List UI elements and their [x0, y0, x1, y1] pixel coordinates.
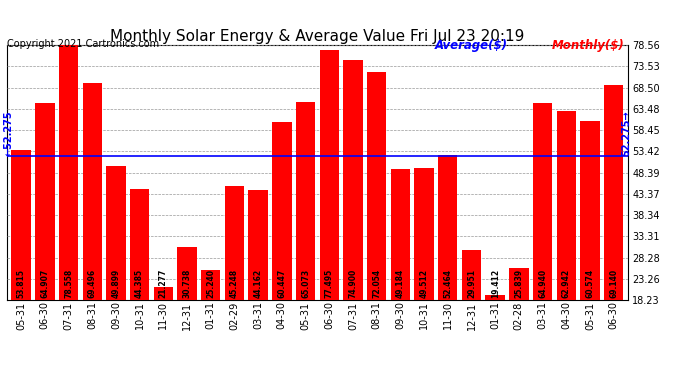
- Bar: [272, 122, 292, 300]
- Bar: [12, 150, 31, 300]
- Text: 64.940: 64.940: [538, 269, 547, 298]
- Text: 53.815: 53.815: [17, 269, 26, 298]
- Bar: [438, 155, 457, 300]
- Text: 49.512: 49.512: [420, 269, 428, 298]
- Bar: [201, 270, 221, 300]
- Bar: [319, 50, 339, 300]
- Text: 44.162: 44.162: [254, 269, 263, 298]
- Text: 49.184: 49.184: [396, 268, 405, 298]
- Bar: [533, 103, 552, 300]
- Bar: [486, 295, 505, 300]
- Bar: [343, 60, 363, 300]
- Text: 60.447: 60.447: [277, 268, 286, 298]
- Text: Monthly($): Monthly($): [552, 39, 624, 53]
- Bar: [604, 85, 623, 300]
- Bar: [414, 168, 434, 300]
- Bar: [130, 189, 149, 300]
- Text: 64.907: 64.907: [40, 268, 49, 298]
- Text: 69.496: 69.496: [88, 269, 97, 298]
- Bar: [83, 83, 102, 300]
- Text: ←52.275: ←52.275: [3, 111, 13, 156]
- Bar: [154, 287, 173, 300]
- Bar: [580, 121, 600, 300]
- Text: 72.054: 72.054: [372, 269, 381, 298]
- Text: 62.942: 62.942: [562, 269, 571, 298]
- Text: 25.240: 25.240: [206, 269, 215, 298]
- Bar: [557, 111, 576, 300]
- Bar: [106, 166, 126, 300]
- Text: 52.464: 52.464: [443, 269, 452, 298]
- Text: 78.558: 78.558: [64, 268, 73, 298]
- Text: 52.275→: 52.275→: [622, 111, 632, 156]
- Bar: [367, 72, 386, 300]
- Text: 44.385: 44.385: [135, 269, 144, 298]
- Text: 29.951: 29.951: [467, 269, 476, 298]
- Text: 25.839: 25.839: [514, 269, 524, 298]
- Bar: [509, 268, 529, 300]
- Text: 60.574: 60.574: [586, 269, 595, 298]
- Text: Copyright 2021 Cartronics.com: Copyright 2021 Cartronics.com: [7, 39, 159, 50]
- Bar: [35, 103, 55, 300]
- Bar: [225, 186, 244, 300]
- Text: 45.248: 45.248: [230, 269, 239, 298]
- Bar: [248, 190, 268, 300]
- Text: 30.738: 30.738: [183, 268, 192, 298]
- Text: 77.495: 77.495: [325, 268, 334, 298]
- Bar: [462, 251, 481, 300]
- Bar: [177, 247, 197, 300]
- Text: 19.412: 19.412: [491, 269, 500, 298]
- Text: 21.277: 21.277: [159, 268, 168, 298]
- Text: Average($): Average($): [435, 39, 508, 53]
- Title: Monthly Solar Energy & Average Value Fri Jul 23 20:19: Monthly Solar Energy & Average Value Fri…: [110, 29, 524, 44]
- Bar: [59, 45, 78, 300]
- Text: 69.140: 69.140: [609, 269, 618, 298]
- Text: 65.073: 65.073: [301, 269, 310, 298]
- Text: 49.899: 49.899: [111, 268, 121, 298]
- Text: 74.900: 74.900: [348, 268, 357, 298]
- Bar: [391, 169, 410, 300]
- Bar: [296, 102, 315, 300]
